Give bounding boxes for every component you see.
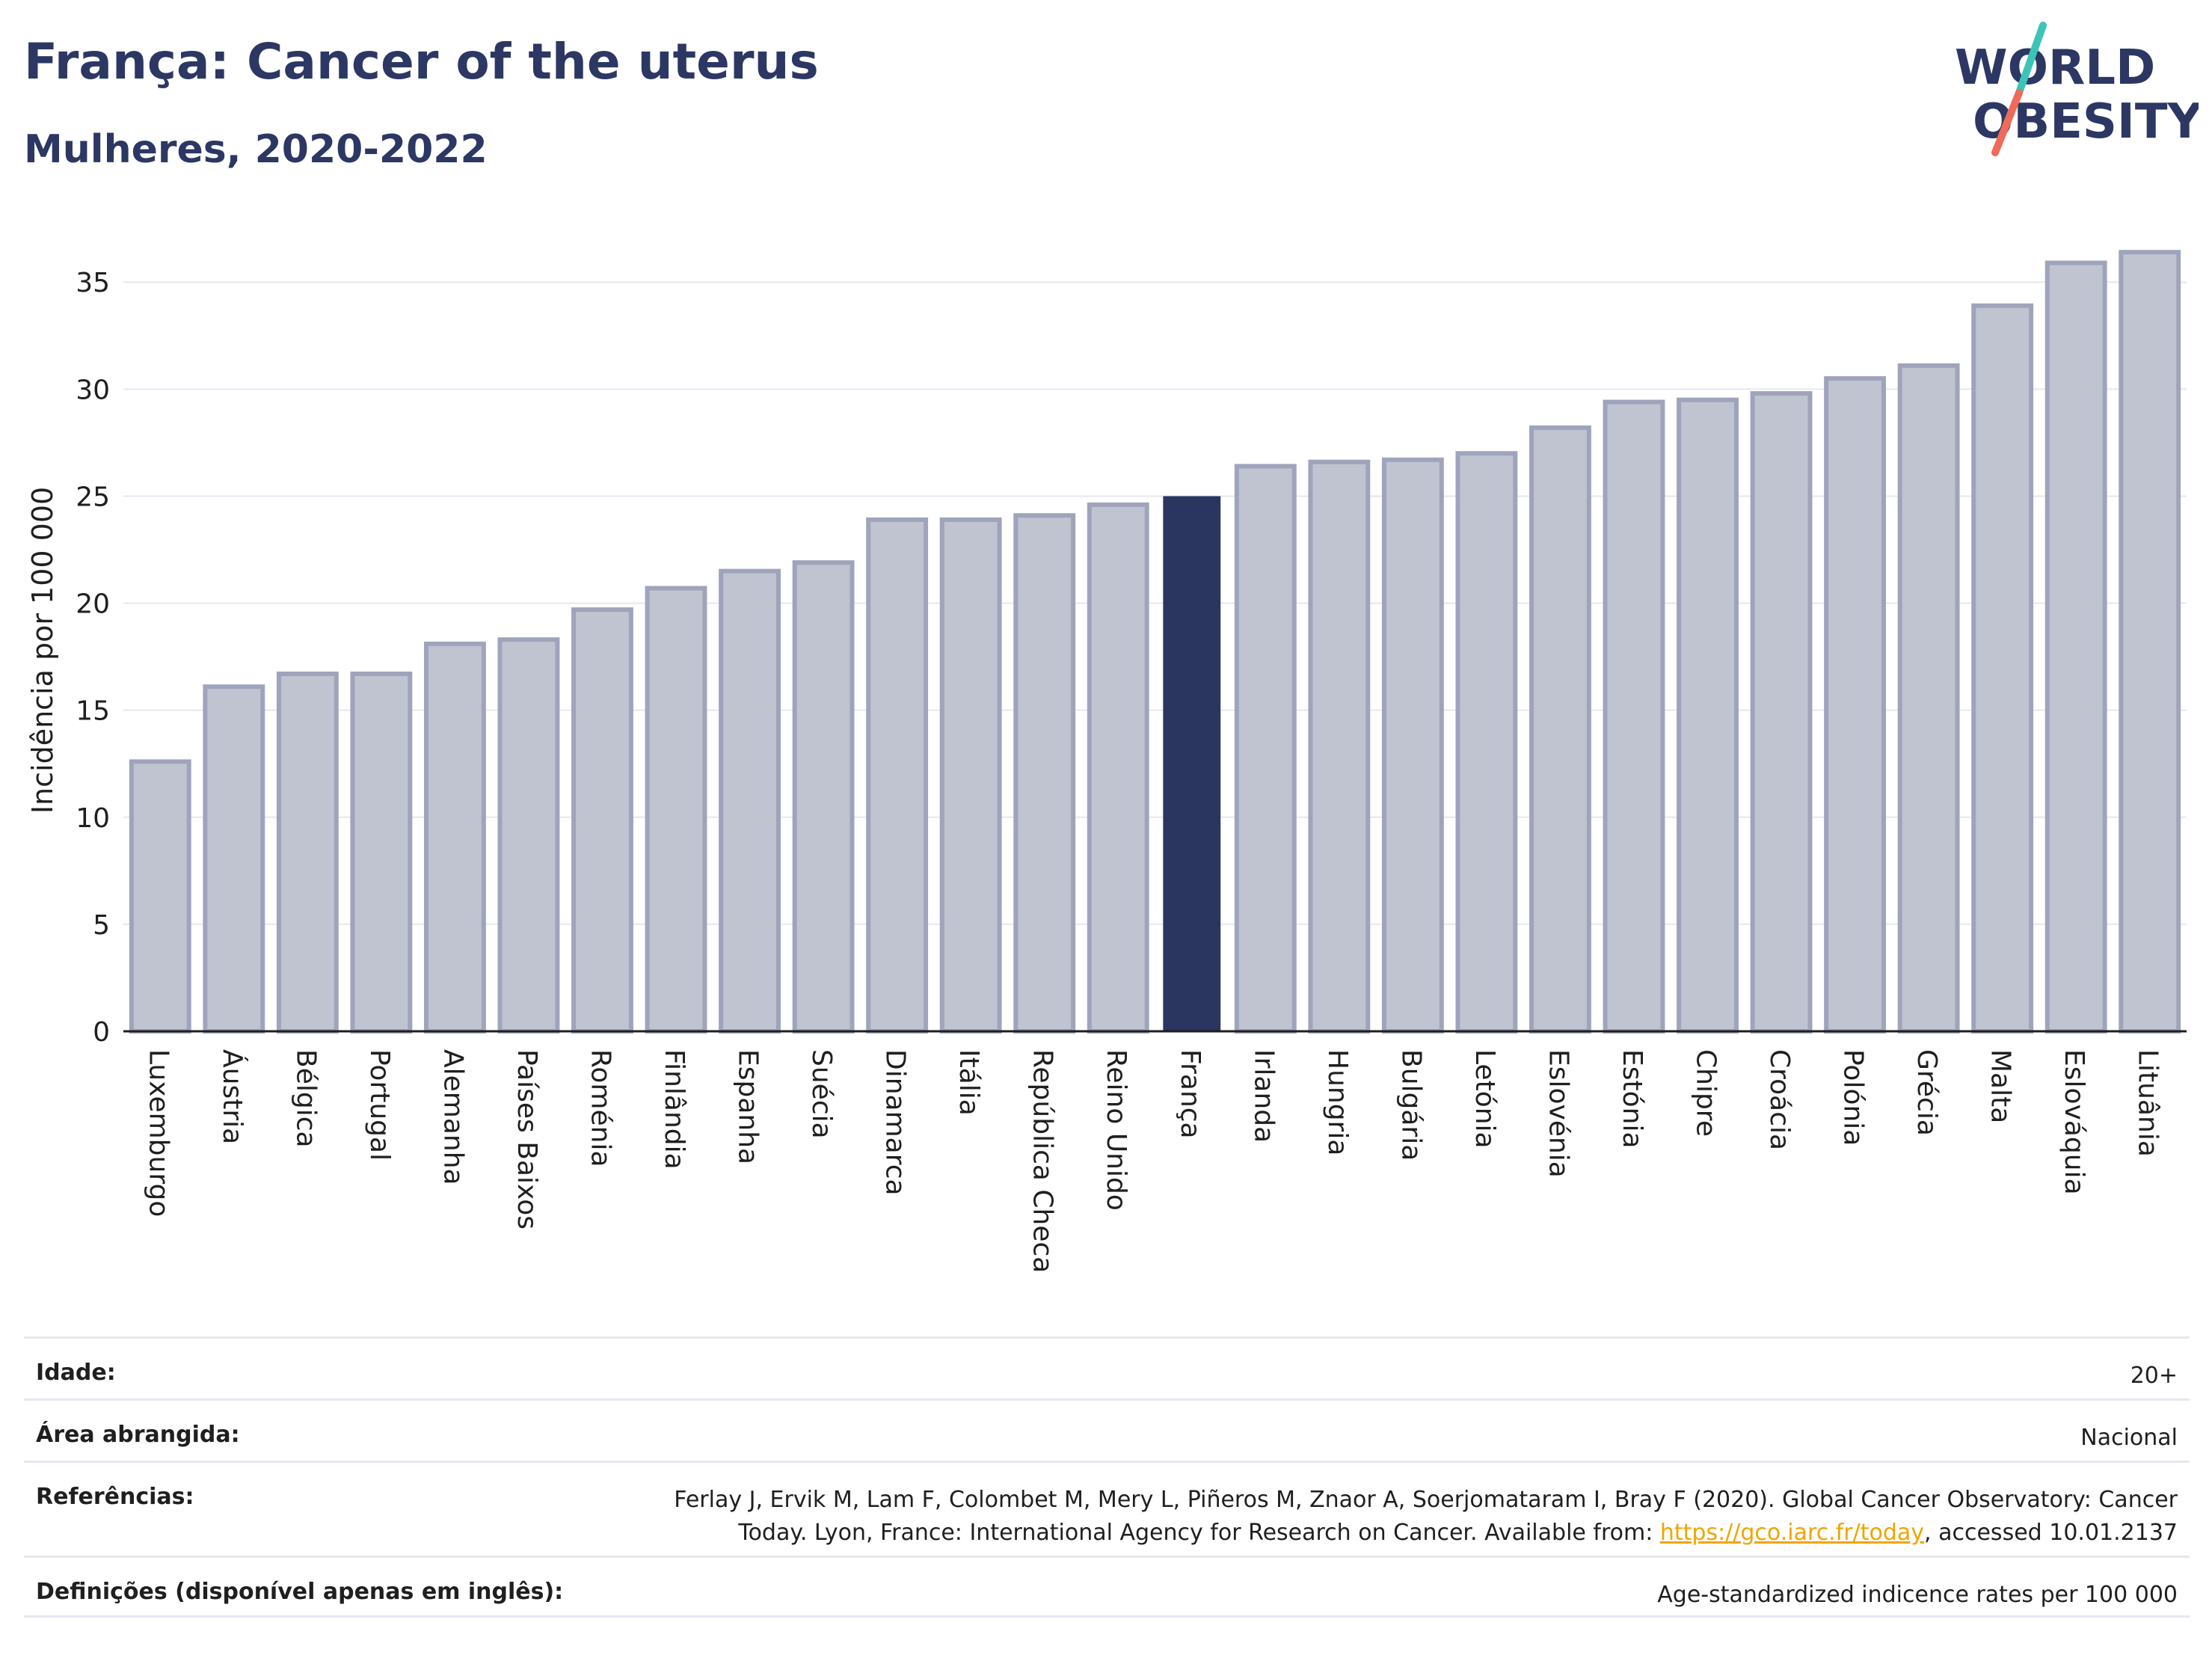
chart-title: França: Cancer of the uterus — [24, 33, 819, 90]
x-tick-label: Irlanda — [1248, 1049, 1279, 1143]
bar-eslováquia — [2044, 260, 2107, 1034]
x-tick-label: Dinamarca — [880, 1049, 911, 1196]
bar-hungria — [1308, 459, 1371, 1034]
bar-lituânia — [2119, 250, 2181, 1034]
logo-slash-bottom — [1991, 89, 2023, 156]
bar-croácia — [1750, 391, 1813, 1034]
reference-link[interactable]: https://gco.iarc.fr/today — [1659, 1520, 1925, 1546]
bar-dinamarca — [866, 517, 929, 1034]
bar-suécia — [792, 560, 855, 1034]
bar-irlanda — [1234, 464, 1297, 1034]
meta-row-area: Área abrangida: Nacional — [24, 1398, 2190, 1461]
bar-letónia — [1455, 451, 1518, 1034]
x-tick-label: Malta — [1985, 1049, 2016, 1123]
x-tick-label: Letónia — [1469, 1049, 1500, 1149]
y-tick-label: 25 — [76, 482, 110, 512]
y-tick-label: 0 — [93, 1017, 110, 1048]
x-tick-label: Eslovénia — [1543, 1049, 1573, 1178]
reference-line-1: Ferlay J, Ervik M, Lam F, Colombet M, Me… — [674, 1487, 2178, 1513]
meta-value-age: 20+ — [2130, 1363, 2178, 1389]
x-tick-label: Portugal — [364, 1049, 395, 1161]
meta-value-references: Ferlay J, Ervik M, Lam F, Colombet M, Me… — [674, 1484, 2178, 1550]
chart-subtitle: Mulheres, 2020-2022 — [24, 127, 488, 172]
bar-grécia — [1897, 363, 1960, 1034]
y-tick-label: 35 — [76, 268, 110, 298]
x-tick-label: Espanha — [733, 1049, 764, 1164]
bar-finlândia — [645, 586, 707, 1034]
y-axis-label: Incidência por 100 000 — [26, 487, 59, 814]
x-tick-label: Suécia — [806, 1049, 837, 1139]
x-tick-label: Polónia — [1838, 1049, 1869, 1146]
x-tick-label: Eslováquia — [2059, 1049, 2089, 1195]
meta-label-references: Referências: — [36, 1484, 194, 1510]
bar-malta — [1971, 303, 2034, 1034]
y-tick-label: 15 — [76, 696, 110, 727]
meta-label-definitions: Definições (disponível apenas em inglês)… — [36, 1579, 564, 1605]
meta-label-age: Idade: — [36, 1360, 116, 1386]
x-tick-label: Lituânia — [2133, 1049, 2163, 1157]
x-tick-label: Roménia — [585, 1049, 615, 1167]
axes: 0 5 10 15 20 25 30 35 Luxemburgo Áustria Bélgica Po… — [76, 268, 2187, 1271]
bar-países-baixos — [497, 637, 560, 1034]
x-tick-label: Hungria — [1322, 1049, 1353, 1155]
x-tick-label: Países Baixos — [511, 1049, 542, 1229]
x-tick-label: Reino Unido — [1101, 1049, 1131, 1211]
meta-value-definitions: Age-standardized indicence rates per 100… — [1657, 1582, 2178, 1608]
bar-roménia — [571, 607, 633, 1034]
bar-frança — [1163, 496, 1221, 1031]
y-tick-label: 10 — [76, 803, 110, 834]
x-tick-label: Croácia — [1764, 1049, 1795, 1150]
bar-república-checa — [1013, 513, 1076, 1034]
meta-row-definitions: Definições (disponível apenas em inglês)… — [24, 1556, 2190, 1618]
meta-label-area: Área abrangida: — [36, 1422, 240, 1448]
y-tick-label: 30 — [76, 375, 110, 405]
bar-estónia — [1603, 399, 1665, 1034]
bar-bulgária — [1381, 457, 1444, 1034]
logo-word-world: WORLD — [1955, 40, 2155, 96]
x-tick-label: Chipre — [1691, 1049, 1721, 1137]
bar-polónia — [1824, 376, 1887, 1034]
bar-itália — [939, 517, 1002, 1034]
meta-row-age: Idade: 20+ — [24, 1336, 2190, 1398]
x-tick-label: Estónia — [1617, 1049, 1647, 1149]
x-tick-label: República Checa — [1027, 1049, 1058, 1271]
x-tick-label: Itália — [953, 1049, 984, 1116]
y-tick-label: 5 — [93, 910, 110, 941]
bar-chipre — [1677, 397, 1739, 1034]
x-tick-label: Bulgária — [1395, 1049, 1426, 1161]
x-tick-label: Grécia — [1911, 1049, 1942, 1136]
x-tick-label: Alemanha — [437, 1049, 468, 1185]
bar-reino-unido — [1087, 502, 1149, 1034]
meta-row-references: Referências: Ferlay J, Ervik M, Lam F, C… — [24, 1461, 2190, 1556]
y-tick-label: 20 — [76, 589, 110, 620]
bar-eslovénia — [1529, 425, 1591, 1034]
incidence-bar-chart: 0 5 10 15 20 25 30 35 Luxemburgo Áustria Bélgica Po… — [26, 250, 2187, 1271]
reference-line-2-suffix: , accessed 10.01.2137 — [1924, 1520, 2178, 1546]
reference-line-2-prefix: Today. Lyon, France: International Agenc… — [738, 1520, 1660, 1546]
logo-slash-top — [2015, 22, 2047, 96]
bar-espanha — [719, 568, 781, 1034]
world-obesity-logo: WORLD OBESITY — [1955, 22, 2199, 156]
bar-alemanha — [423, 641, 486, 1034]
x-tick-label: Finlândia — [659, 1049, 689, 1170]
bar-bélgica — [276, 672, 339, 1034]
x-tick-label: Áustria — [217, 1049, 248, 1144]
bar-luxemburgo — [129, 759, 191, 1034]
x-tick-label: França — [1175, 1049, 1205, 1139]
bar-áustria — [203, 684, 265, 1034]
bar-portugal — [350, 672, 413, 1034]
meta-value-area: Nacional — [2080, 1425, 2178, 1451]
x-tick-label: Bélgica — [290, 1049, 321, 1148]
bars — [129, 250, 2181, 1034]
x-tick-label: Luxemburgo — [143, 1049, 173, 1217]
metadata-table: Idade: 20+ Área abrangida: Nacional Refe… — [24, 1336, 2190, 1618]
